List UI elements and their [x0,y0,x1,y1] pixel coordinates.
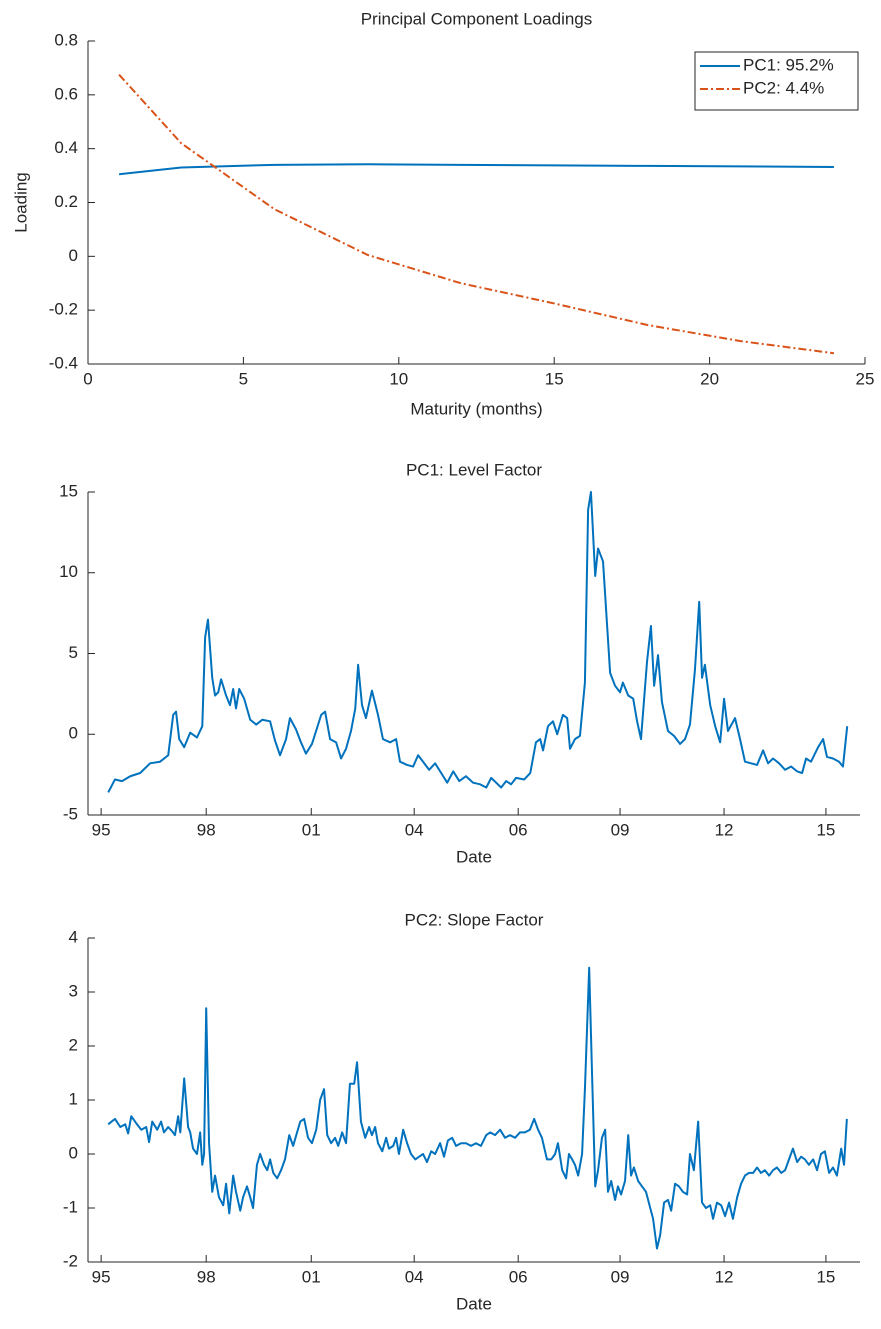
x-tick-label: 98 [197,1267,216,1286]
y-tick-label: 4 [69,927,78,946]
series-line [107,491,849,793]
y-tick-label: -5 [63,804,78,823]
chart-title: PC1: Level Factor [406,460,542,479]
x-tick-label: 98 [197,820,216,839]
y-tick-label: -0.4 [49,353,78,372]
x-axis-label: Date [456,1294,492,1313]
x-tick-label: 20 [700,369,719,388]
x-tick-label: 09 [611,820,630,839]
legend-label: PC1: 95.2% [743,55,834,74]
y-tick-label: 2 [69,1035,78,1054]
x-tick-label: 01 [302,820,321,839]
y-tick-label: 0.2 [54,192,78,211]
y-tick-label: 10 [59,562,78,581]
y-tick-label: 0 [69,246,78,265]
y-tick-label: 0.8 [54,30,78,49]
x-tick-label: 95 [92,820,111,839]
y-tick-label: 0.6 [54,84,78,103]
x-axis-label: Maturity (months) [410,399,542,418]
y-tick-label: 5 [69,643,78,662]
y-tick-label: 1 [69,1089,78,1108]
x-tick-label: 01 [302,1267,321,1286]
x-tick-label: 06 [509,1267,528,1286]
series-line [118,73,835,355]
x-tick-label: 04 [405,820,424,839]
y-axis-label: Loading [11,172,30,233]
x-tick-label: 12 [715,1267,734,1286]
x-tick-label: 12 [715,820,734,839]
series-line [107,966,848,1250]
legend-label: PC2: 4.4% [743,78,824,97]
chart-title: PC2: Slope Factor [405,910,544,929]
x-tick-label: 95 [92,1267,111,1286]
x-tick-label: 15 [545,369,564,388]
x-axis-label: Date [456,847,492,866]
x-tick-label: 10 [389,369,408,388]
y-tick-label: 3 [69,981,78,1000]
x-tick-label: 15 [816,1267,835,1286]
y-tick-label: 0 [69,724,78,743]
y-tick-label: 0 [69,1143,78,1162]
x-tick-label: 06 [509,820,528,839]
y-tick-label: 15 [59,481,78,500]
y-tick-label: -2 [63,1251,78,1270]
y-tick-label: -1 [63,1197,78,1216]
x-tick-label: 0 [83,369,92,388]
y-tick-label: -0.2 [49,300,78,319]
legend-box [694,51,859,111]
y-tick-label: 0.4 [54,138,78,157]
x-tick-label: 15 [816,820,835,839]
series-line [118,163,834,176]
chart-title: Principal Component Loadings [361,9,593,28]
x-tick-label: 09 [611,1267,630,1286]
x-tick-label: 5 [239,369,248,388]
x-tick-label: 25 [856,369,875,388]
x-tick-label: 04 [405,1267,424,1286]
